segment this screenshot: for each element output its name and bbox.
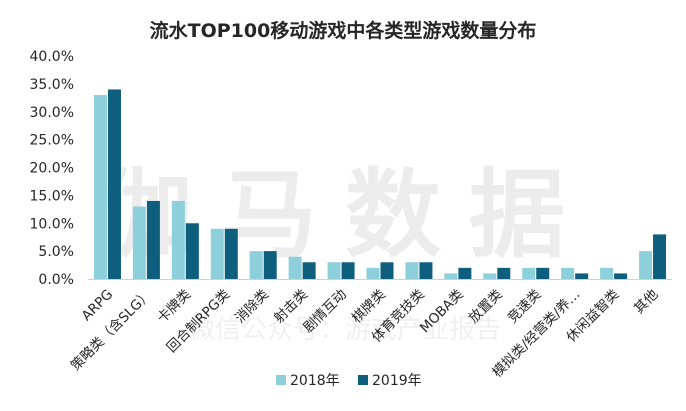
bar-series-2 (263, 251, 277, 279)
bars (93, 89, 667, 280)
chart-title: 流水TOP100移动游戏中各类型游戏数量分布 (150, 19, 537, 42)
y-tick-label: 5.0% (38, 244, 74, 260)
y-tick-label: 20.0% (30, 161, 74, 177)
watermark-main-text: 伽马数据 (97, 159, 593, 271)
bar-series-2 (458, 267, 472, 279)
y-tick-label: 10.0% (30, 216, 74, 232)
bar-series-1 (132, 206, 146, 279)
bar-series-1 (249, 251, 263, 279)
y-tick-label: 25.0% (30, 133, 74, 149)
bar-series-1 (366, 267, 380, 279)
bar-series-2 (107, 89, 121, 279)
bar-series-2 (341, 262, 355, 279)
bar-series-1 (171, 200, 185, 279)
y-tick-label: 35.0% (30, 77, 74, 93)
bar-series-2 (185, 223, 199, 279)
bar-series-2 (146, 200, 160, 279)
bar-series-2 (614, 273, 628, 279)
y-tick-label: 40.0% (30, 49, 74, 65)
legend-label: 2018年 (290, 373, 340, 389)
bar-series-1 (327, 262, 341, 279)
legend: 2018年 2019年 (276, 373, 422, 389)
bar-series-1 (93, 95, 107, 280)
y-axis: 0.0% 5.0% 10.0% 15.0% 20.0% 25.0% 30.0% 35.0% 40… (30, 49, 74, 288)
bar-series-1 (210, 228, 224, 279)
bar-series-2 (302, 262, 316, 279)
y-tick-label: 30.0% (30, 105, 74, 121)
bar-series-2 (224, 228, 238, 279)
legend-swatch (358, 375, 368, 385)
bar-series-1 (483, 273, 497, 279)
bar-series-1 (639, 251, 653, 279)
bar-series-1 (522, 267, 536, 279)
bar-series-2 (497, 267, 511, 279)
y-tick-label: 0.0% (38, 272, 74, 288)
watermark-sub-text: 微信公众号：游戏产业报告 (189, 315, 501, 345)
bar-series-1 (288, 256, 302, 279)
legend-label: 2019年 (372, 373, 422, 389)
bar-series-1 (561, 267, 575, 279)
bar-series-2 (536, 267, 550, 279)
bar-series-2 (419, 262, 433, 279)
bar-series-2 (653, 234, 667, 279)
bar-series-1 (405, 262, 419, 279)
bar-series-2 (380, 262, 394, 279)
bar-series-1 (600, 267, 614, 279)
bar-series-2 (575, 273, 589, 279)
legend-swatch (276, 375, 286, 385)
y-tick-label: 15.0% (30, 188, 74, 204)
bar-series-1 (444, 273, 458, 279)
